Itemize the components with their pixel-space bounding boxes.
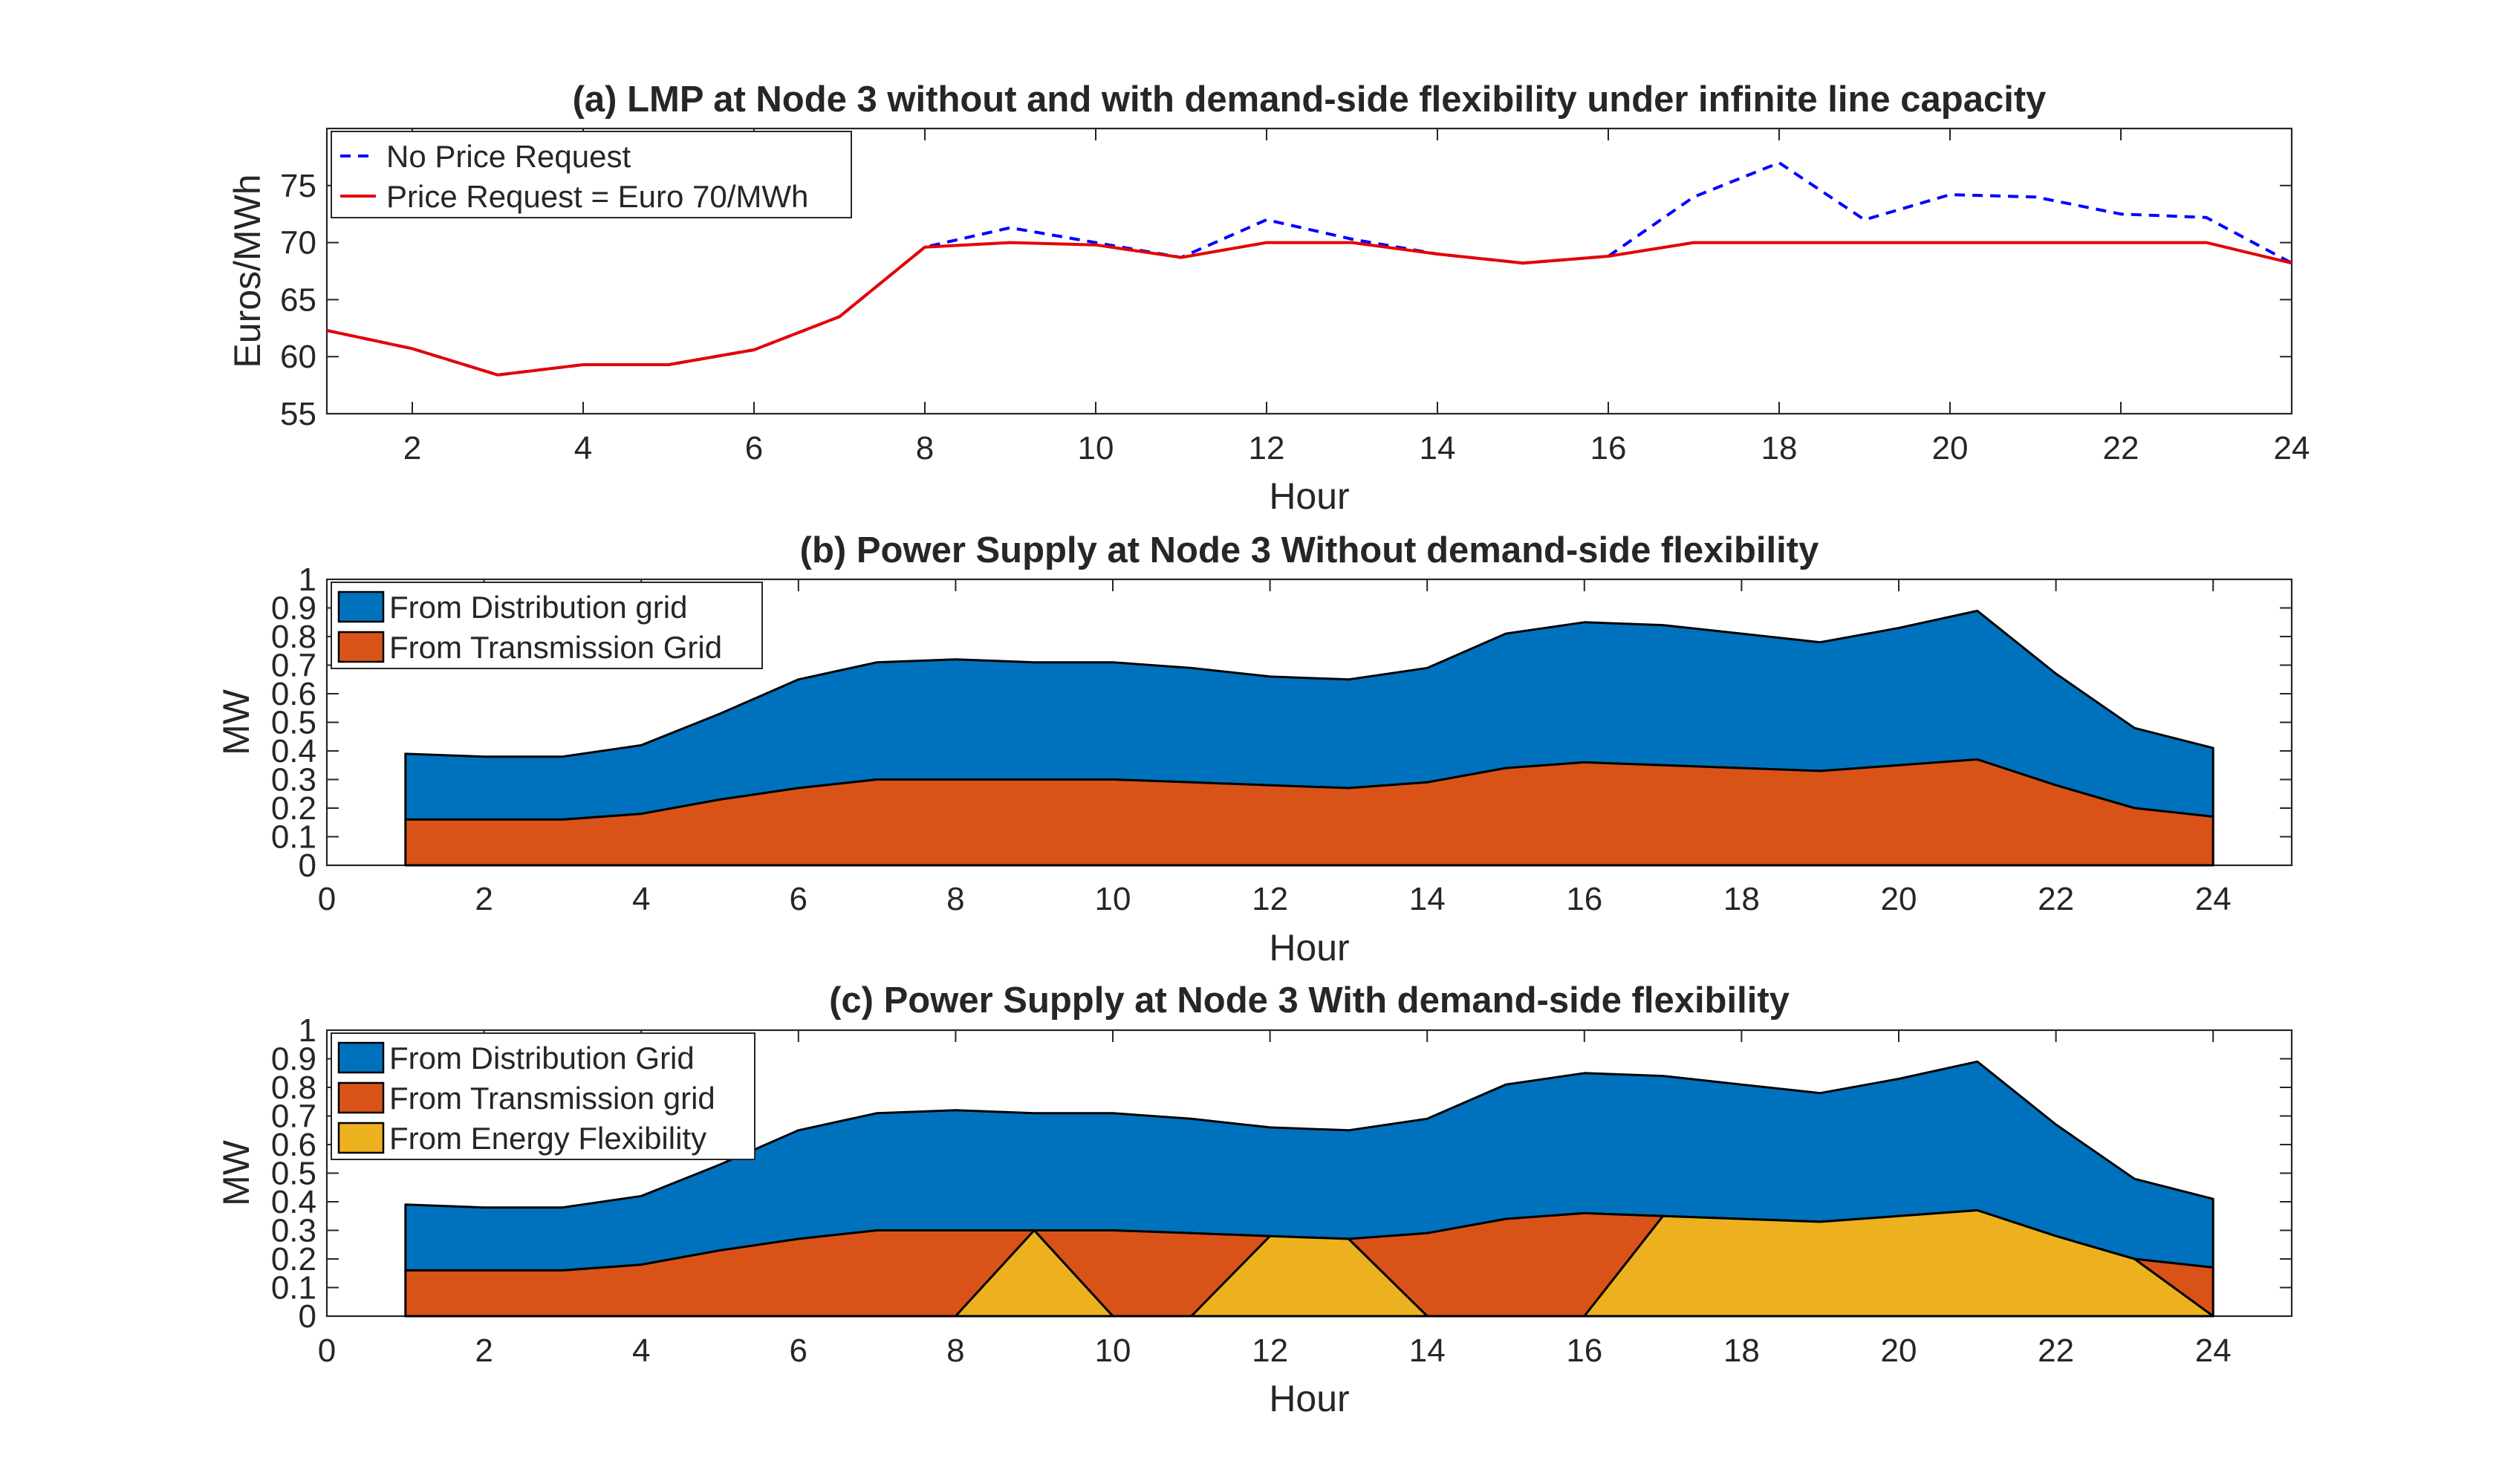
y-tick-label: 1 <box>299 562 316 598</box>
y-tick-label: 1 <box>299 1012 316 1049</box>
series-line-1 <box>326 161 2292 377</box>
x-tick-label: 12 <box>1249 430 1285 466</box>
chart-b: (b) Power Supply at Node 3 Without deman… <box>215 530 2293 969</box>
y-tick-label: 0.6 <box>271 676 316 712</box>
y-tick-label: 0.2 <box>271 790 316 827</box>
chart-a: (a) LMP at Node 3 without and with deman… <box>227 79 2310 517</box>
x-tick-label: 16 <box>1566 1332 1602 1369</box>
y-tick-label: 0 <box>299 847 316 884</box>
y-tick-label: 0.9 <box>271 1041 316 1078</box>
y-tick-label: 0.8 <box>271 1070 316 1106</box>
y-tick-label: 0.1 <box>271 1270 316 1306</box>
y-tick-label: 0.8 <box>271 619 316 655</box>
x-tick-label: 18 <box>1723 1332 1760 1369</box>
y-tick-label: 55 <box>280 396 316 432</box>
x-tick-label: 2 <box>475 1332 493 1369</box>
y-tick-label: 0.4 <box>271 733 316 769</box>
legend-box <box>331 1032 755 1160</box>
x-tick-label: 24 <box>2195 1332 2232 1369</box>
legend-label-3: From Energy Flexibility <box>389 1121 706 1156</box>
y-tick-label: 0.5 <box>271 1156 316 1192</box>
x-tick-label: 12 <box>1252 1332 1288 1369</box>
chart-title: (c) Power Supply at Node 3 With demand-s… <box>829 980 1790 1021</box>
x-tick-label: 18 <box>1761 430 1798 466</box>
x-tick-label: 10 <box>1078 430 1114 466</box>
y-tick-label: 0.2 <box>271 1241 316 1278</box>
x-tick-label: 4 <box>632 881 650 917</box>
legend-swatch-3 <box>337 1122 385 1154</box>
y-tick-label: 0.3 <box>271 762 316 798</box>
legend-swatch-2 <box>337 1081 385 1114</box>
x-tick-label: 4 <box>632 1332 650 1369</box>
y-tick-label: 0.6 <box>271 1127 316 1163</box>
legend-label-1: No Price Request <box>386 139 631 174</box>
y-tick-label: 0.7 <box>271 1099 316 1135</box>
x-axis-label: Hour <box>1269 475 1349 517</box>
y-tick-label: 0.5 <box>271 705 316 741</box>
x-tick-label: 14 <box>1420 430 1456 466</box>
x-tick-label: 2 <box>403 430 421 466</box>
x-tick-label: 0 <box>318 1332 336 1369</box>
x-tick-label: 4 <box>574 430 592 466</box>
y-tick-label: 75 <box>280 168 316 204</box>
x-tick-label: 8 <box>916 430 934 466</box>
x-tick-label: 22 <box>2038 1332 2074 1369</box>
legend-label-2: Price Request = Euro 70/MWh <box>386 179 808 214</box>
x-axis-label: Hour <box>1269 1378 1349 1419</box>
y-tick-label: 0.3 <box>271 1213 316 1249</box>
x-tick-label: 6 <box>790 881 807 917</box>
chart-title: (b) Power Supply at Node 3 Without deman… <box>800 530 1819 570</box>
chart-title: (a) LMP at Node 3 without and with deman… <box>573 79 2047 120</box>
x-tick-label: 0 <box>318 881 336 917</box>
legend-box <box>331 582 763 669</box>
x-tick-label: 18 <box>1723 881 1760 917</box>
x-tick-label: 10 <box>1095 881 1131 917</box>
legend-swatch-1 <box>337 590 385 623</box>
x-tick-label: 24 <box>2195 881 2232 917</box>
x-tick-label: 6 <box>790 1332 807 1369</box>
chart-c: (c) Power Supply at Node 3 With demand-s… <box>215 980 2293 1419</box>
x-tick-label: 6 <box>745 430 763 466</box>
series-line-2 <box>326 241 2292 377</box>
x-axis-label: Hour <box>1269 927 1349 969</box>
legend-label-2: From Transmission Grid <box>389 630 722 665</box>
area-band-2 <box>404 758 2214 867</box>
y-tick-label: 0.7 <box>271 648 316 684</box>
x-tick-label: 8 <box>946 881 964 917</box>
y-tick-label: 70 <box>280 225 316 261</box>
legend-label-1: From Distribution grid <box>389 590 687 625</box>
y-tick-label: 60 <box>280 339 316 375</box>
y-tick-label: 0.1 <box>271 819 316 856</box>
legend-box <box>331 131 852 218</box>
x-tick-label: 20 <box>1881 1332 1917 1369</box>
x-tick-label: 8 <box>946 1332 964 1369</box>
y-tick-label: 0.4 <box>271 1184 316 1220</box>
y-axis-label: Euros/MWh <box>227 174 268 368</box>
y-tick-label: 0.9 <box>271 590 316 627</box>
x-tick-label: 14 <box>1409 1332 1446 1369</box>
y-tick-label: 0 <box>299 1298 316 1335</box>
x-tick-label: 22 <box>2038 881 2074 917</box>
x-tick-label: 12 <box>1252 881 1288 917</box>
y-tick-label: 65 <box>280 281 316 318</box>
x-tick-label: 14 <box>1409 881 1446 917</box>
legend-label-1: From Distribution Grid <box>389 1041 695 1075</box>
x-tick-label: 2 <box>475 881 493 917</box>
x-tick-label: 22 <box>2103 430 2139 466</box>
x-tick-label: 20 <box>1932 430 1969 466</box>
x-tick-label: 24 <box>2274 430 2310 466</box>
area-band-3 <box>404 1209 2214 1318</box>
x-tick-label: 20 <box>1881 881 1917 917</box>
x-tick-label: 16 <box>1566 881 1602 917</box>
x-tick-label: 10 <box>1095 1332 1131 1369</box>
legend-label-2: From Transmission grid <box>389 1081 715 1116</box>
legend-swatch-2 <box>337 631 385 663</box>
y-axis-label: MW <box>215 689 257 755</box>
legend-swatch-1 <box>337 1041 385 1074</box>
y-axis-label: MW <box>215 1139 257 1206</box>
x-tick-label: 16 <box>1590 430 1627 466</box>
